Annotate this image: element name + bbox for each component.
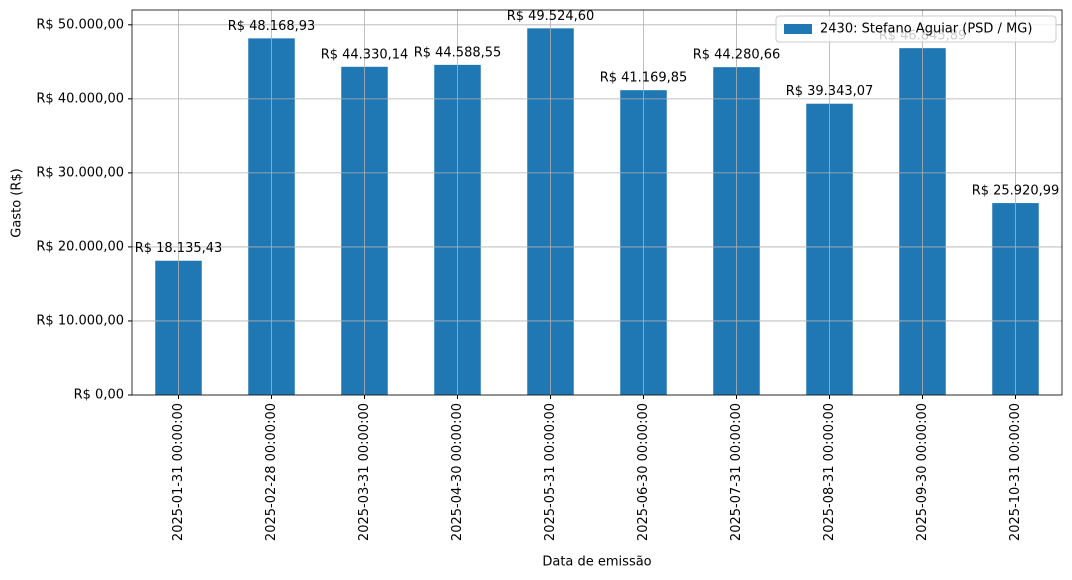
x-tick-label: 2025-08-31 00:00:00 (822, 403, 837, 541)
x-tick-label: 2025-05-31 00:00:00 (543, 403, 558, 541)
value-label: R$ 49.524,60 (507, 9, 595, 24)
y-tick-label: R$ 40.000,00 (36, 91, 124, 106)
x-tick-label: 2025-07-31 00:00:00 (729, 403, 744, 541)
value-label: R$ 44.330,14 (321, 47, 409, 62)
x-tick-label: 2025-09-30 00:00:00 (915, 403, 930, 541)
x-tick-label: 2025-04-30 00:00:00 (450, 403, 465, 541)
x-tick-label: 2025-03-31 00:00:00 (357, 403, 372, 541)
y-tick-label: R$ 0,00 (74, 388, 124, 403)
value-label: R$ 44.588,55 (414, 45, 502, 60)
legend-box (775, 15, 1057, 43)
y-tick-label: R$ 10.000,00 (36, 313, 124, 328)
value-label: R$ 44.280,66 (693, 48, 781, 63)
x-tick-label: 2025-01-31 00:00:00 (171, 403, 186, 541)
x-tick-label: 2025-10-31 00:00:00 (1008, 403, 1023, 541)
legend-swatch (784, 24, 812, 34)
value-label: R$ 25.920,99 (972, 184, 1060, 199)
y-tick-label: R$ 20.000,00 (36, 239, 124, 254)
legend: 2430: Stefano Aguiar (PSD / MG) (775, 15, 1057, 43)
y-axis-label: Gasto (R$) (10, 168, 25, 237)
plot-frame (131, 9, 1063, 396)
x-tick-label: 2025-06-30 00:00:00 (636, 403, 651, 541)
value-label: R$ 18.135,43 (135, 241, 223, 256)
value-label: R$ 41.169,85 (600, 71, 688, 86)
x-axis-label: Data de emissão (542, 555, 651, 570)
legend-label: 2430: Stefano Aguiar (PSD / MG) (820, 22, 1032, 37)
y-tick-label: R$ 30.000,00 (36, 165, 124, 180)
x-tick-label: 2025-02-28 00:00:00 (264, 403, 279, 541)
y-tick-label: R$ 50.000,00 (36, 17, 124, 32)
value-label: R$ 48.168,93 (228, 19, 316, 34)
value-label: R$ 39.343,07 (786, 84, 874, 99)
